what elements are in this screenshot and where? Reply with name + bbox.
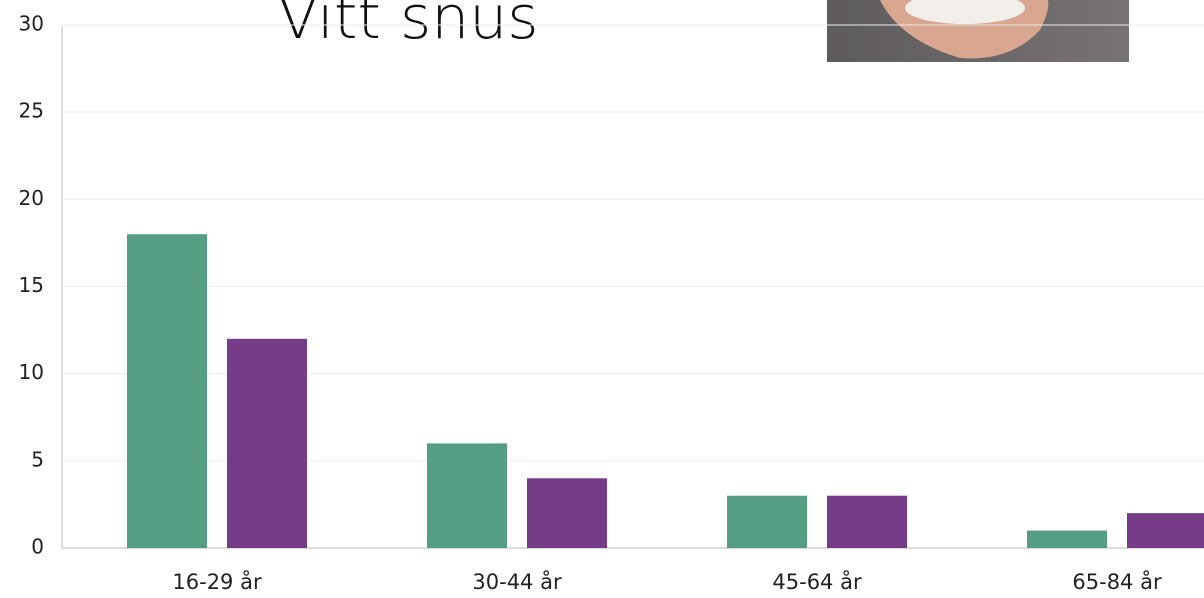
y-tick-label: 0 [31,535,44,559]
bar [727,495,807,548]
y-tick-label: 10 [19,360,44,384]
y-tick-label: 30 [19,12,44,36]
x-tick-label: 16-29 år [172,569,262,594]
bar [427,443,507,548]
x-tick-label: 65-84 år [1072,569,1162,594]
bar [227,338,307,548]
y-tick-label: 5 [31,447,44,471]
x-tick-label: 30-44 år [472,569,562,594]
x-tick-label: 45-64 år [772,569,862,594]
bar [1127,513,1204,548]
y-tick-label: 15 [19,273,44,297]
y-tick-label: 25 [19,99,44,123]
chart-title: Vitt snus [277,0,538,53]
photo [827,0,1129,62]
bar [1027,530,1107,548]
bar [127,234,207,548]
y-tick-label: 20 [19,186,44,210]
bar [827,495,907,548]
bar [527,478,607,548]
